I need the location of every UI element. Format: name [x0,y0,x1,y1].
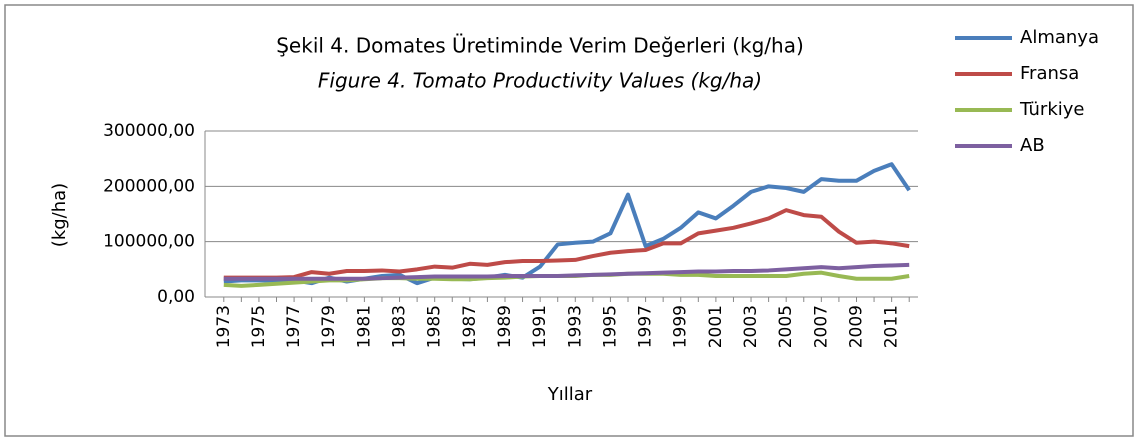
x-tick-label: 2007 [811,305,831,348]
x-tick-label: 1983 [390,305,410,348]
legend-label: Almanya [1020,27,1099,48]
legend-label: Türkiye [1019,99,1085,120]
x-tick-label: 2005 [776,305,796,348]
y-tick-label: 0,00 [157,287,195,307]
y-axis-label: (kg/ha) [49,183,70,247]
y-tick-label: 300000,00 [103,121,195,141]
chart-title: Şekil 4. Domates Üretiminde Verim Değerl… [276,34,804,58]
x-tick-label: 1987 [460,305,480,348]
legend-label: AB [1020,135,1045,156]
x-tick-label: 1975 [249,305,269,348]
x-tick-label: 1997 [636,305,656,348]
x-tick-label: 1981 [354,305,374,348]
x-tick-label: 1999 [671,305,691,348]
legend-label: Fransa [1020,63,1079,84]
x-tick-label: 1973 [214,305,234,348]
y-tick-label: 200000,00 [103,176,195,196]
x-tick-label: 2011 [882,305,902,348]
series-line [223,262,910,281]
x-tick-label: 1979 [319,305,339,348]
x-tick-label: 1985 [425,305,445,348]
x-tick-label: 1977 [284,305,304,348]
y-tick-label: 100000,00 [103,232,195,252]
x-tick-label: 1995 [600,305,620,348]
x-tick-label: 2003 [741,305,761,348]
x-tick-label: 1991 [530,305,550,348]
x-tick-label: 2009 [846,305,866,348]
chart-frame [4,4,1134,437]
series-line [223,208,910,280]
chart-subtitle: Figure 4. Tomato Productivity Values (kg… [318,69,762,93]
x-tick-label: 1989 [495,305,515,348]
x-axis-label: Yıllar [547,384,593,405]
x-tick-label: 1993 [565,305,585,348]
x-tick-label: 2001 [706,305,726,348]
